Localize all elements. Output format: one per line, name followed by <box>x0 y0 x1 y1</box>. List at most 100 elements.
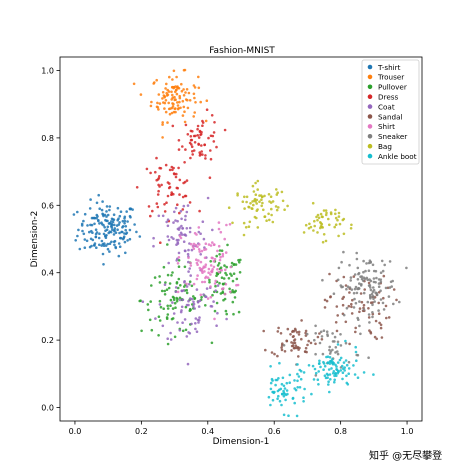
point-ankle-boot <box>269 365 272 368</box>
point-pullover <box>150 328 154 332</box>
point-trouser <box>170 90 173 94</box>
point-ankle-boot <box>347 367 351 370</box>
point-coat <box>192 305 195 308</box>
point-pullover <box>160 289 164 293</box>
point-t-shirt <box>111 220 115 224</box>
point-ankle-boot <box>282 413 286 417</box>
point-coat <box>158 303 162 306</box>
point-t-shirt <box>125 210 128 213</box>
point-shirt <box>203 280 207 284</box>
point-sandal <box>273 352 276 356</box>
point-pullover <box>173 301 177 305</box>
point-pullover <box>217 262 221 265</box>
point-t-shirt <box>113 239 117 243</box>
point-shirt <box>213 317 216 321</box>
point-coat <box>167 238 171 242</box>
point-pullover <box>165 288 169 292</box>
point-ankle-boot <box>296 386 300 389</box>
point-sneaker <box>371 303 374 307</box>
point-shirt <box>224 282 228 286</box>
point-pullover <box>177 259 181 262</box>
point-trouser <box>170 111 174 115</box>
point-trouser <box>199 100 202 104</box>
point-trouser <box>163 96 166 99</box>
point-dress <box>199 132 203 136</box>
point-shirt <box>209 244 213 247</box>
point-trouser <box>181 99 185 103</box>
point-ankle-boot <box>267 395 271 399</box>
point-ankle-boot <box>339 369 343 372</box>
point-pullover <box>200 295 203 299</box>
point-sandal <box>379 326 383 330</box>
point-sneaker <box>314 352 317 356</box>
point-sandal <box>264 348 267 352</box>
point-sneaker <box>379 289 382 293</box>
point-t-shirt <box>106 213 110 217</box>
point-coat <box>216 311 219 315</box>
point-bag <box>247 205 251 209</box>
point-bag <box>336 218 339 222</box>
point-dress <box>193 141 197 144</box>
point-ankle-boot <box>323 364 327 368</box>
point-bag <box>350 223 353 227</box>
point-t-shirt <box>93 222 96 226</box>
point-coat <box>205 287 209 290</box>
point-sandal <box>279 332 283 335</box>
point-bag <box>316 218 319 222</box>
point-trouser <box>176 104 180 107</box>
point-dress <box>178 178 182 182</box>
point-coat <box>161 214 165 218</box>
legend-marker-sandal <box>367 114 373 119</box>
point-ankle-boot <box>362 371 366 374</box>
point-sandal <box>316 335 320 339</box>
point-sandal <box>344 284 348 287</box>
point-pullover <box>188 280 192 284</box>
point-ankle-boot <box>272 390 275 394</box>
point-sneaker <box>333 335 337 339</box>
point-pullover <box>211 293 214 297</box>
point-ankle-boot <box>334 363 337 367</box>
point-pullover <box>220 249 224 252</box>
point-t-shirt <box>107 231 110 235</box>
point-ankle-boot <box>312 378 316 381</box>
point-dress <box>155 178 158 182</box>
point-coat <box>174 206 178 210</box>
point-sandal <box>347 304 351 308</box>
point-shirt <box>176 262 180 265</box>
point-sneaker <box>344 341 348 345</box>
point-shirt <box>199 293 203 297</box>
point-t-shirt <box>119 236 122 240</box>
point-dress <box>184 123 188 127</box>
point-t-shirt <box>135 230 138 234</box>
point-pullover <box>172 298 176 302</box>
point-trouser <box>193 86 197 89</box>
point-coat <box>195 288 199 291</box>
point-dress <box>185 179 189 182</box>
point-pullover <box>223 264 226 267</box>
point-dress <box>159 167 163 170</box>
point-shirt <box>225 223 228 227</box>
point-bag <box>254 181 257 185</box>
point-ankle-boot <box>293 401 297 405</box>
point-t-shirt <box>90 244 93 248</box>
point-ankle-boot <box>297 375 301 378</box>
point-sneaker <box>372 286 375 289</box>
point-bag <box>267 193 271 196</box>
point-shirt <box>209 273 212 276</box>
point-t-shirt <box>123 219 127 223</box>
point-dress <box>170 191 173 194</box>
point-shirt <box>212 260 216 263</box>
point-t-shirt <box>72 213 76 216</box>
point-sandal <box>354 330 357 334</box>
point-t-shirt <box>109 222 112 225</box>
point-pullover <box>215 271 219 275</box>
point-sandal <box>350 305 353 309</box>
point-bag <box>243 195 246 199</box>
point-sandal <box>342 275 346 279</box>
point-bag <box>270 207 273 211</box>
point-sneaker <box>339 344 343 347</box>
point-sandal <box>367 307 370 310</box>
point-bag <box>319 226 322 230</box>
point-dress <box>215 145 218 149</box>
point-ankle-boot <box>316 378 320 382</box>
